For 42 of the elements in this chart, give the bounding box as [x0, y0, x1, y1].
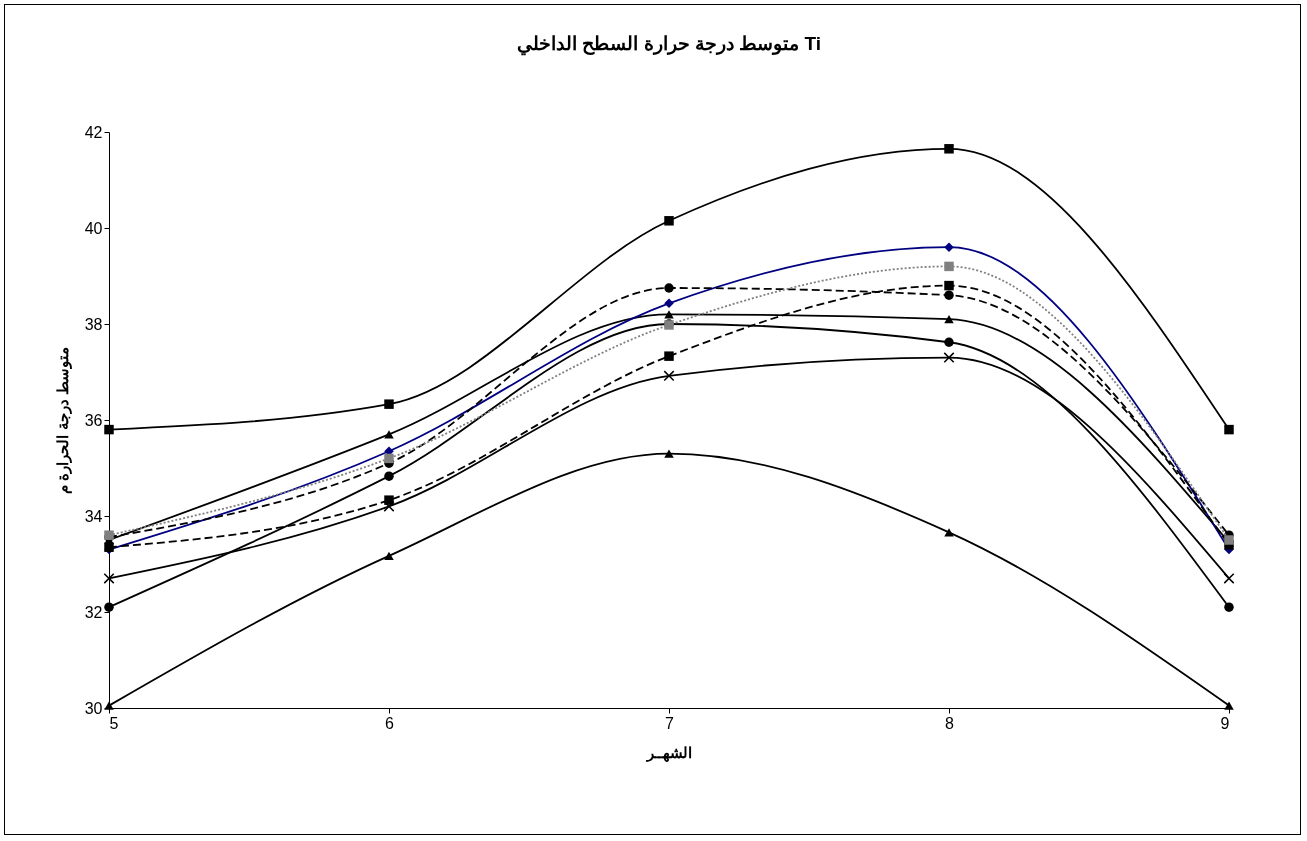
- point: [384, 399, 394, 409]
- y-tick-label: 30: [84, 699, 103, 717]
- point: [383, 500, 395, 512]
- y-axis-title: متوسط درجة الحرارة م: [53, 347, 72, 494]
- point: [384, 453, 394, 464]
- point: [664, 283, 674, 293]
- y-tick-label: 36: [84, 411, 103, 429]
- y-tick-label: 34: [84, 507, 103, 525]
- x-tick-label: 5: [109, 714, 119, 732]
- point: [664, 298, 674, 309]
- point: [664, 351, 674, 361]
- point: [104, 424, 114, 435]
- point: [1224, 602, 1234, 612]
- point: [944, 315, 954, 324]
- point: [104, 602, 114, 612]
- point: [944, 290, 954, 300]
- x-tick-label: 9: [1220, 714, 1230, 732]
- x-tick-label: 6: [385, 714, 395, 732]
- point: [103, 572, 115, 584]
- y-tick-label: 40: [84, 219, 103, 237]
- x-tick-label: 8: [945, 714, 955, 732]
- y-tick-label: 38: [84, 315, 103, 333]
- point: [944, 144, 954, 154]
- point: [664, 310, 674, 319]
- point: [664, 216, 674, 226]
- x-tick-label: 7: [665, 714, 675, 732]
- point: [943, 352, 955, 364]
- point: [1224, 424, 1234, 435]
- point: [384, 471, 394, 481]
- point: [1223, 572, 1235, 584]
- chart-title: متوسط درجة حرارة السطح الداخلي Ti: [517, 33, 821, 56]
- point: [944, 261, 954, 272]
- point: [663, 370, 675, 382]
- point: [1224, 701, 1234, 710]
- point: [944, 337, 954, 347]
- point: [944, 280, 954, 291]
- point: [384, 430, 394, 439]
- point: [664, 449, 674, 458]
- y-tick-label: 42: [84, 123, 103, 141]
- x-axis-title: الشهــر: [646, 743, 692, 762]
- y-tick-label: 32: [84, 603, 103, 621]
- point: [384, 551, 394, 560]
